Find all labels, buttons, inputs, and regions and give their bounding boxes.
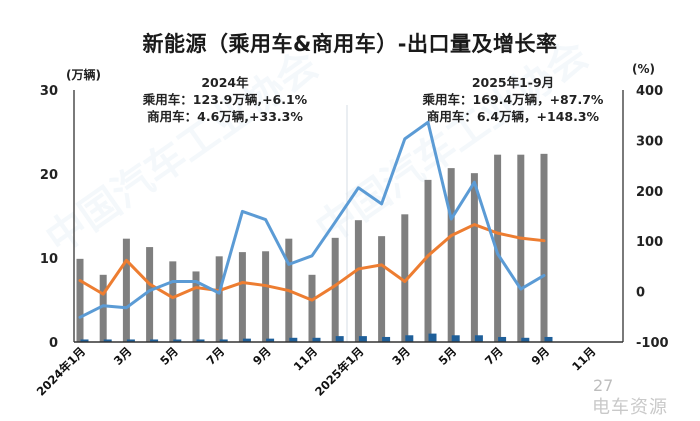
passenger-bar — [424, 179, 432, 342]
commercial-bar — [80, 339, 89, 342]
commercial-bar — [289, 337, 298, 342]
annotation-2024-commercial: 商用车：4.6万辆,+33.3% — [147, 109, 303, 124]
passenger-bar — [169, 261, 177, 342]
annotation-2025-heading: 2025年1-9月 — [471, 75, 555, 90]
passenger-bar — [331, 237, 339, 342]
passenger-bar — [308, 274, 316, 342]
right-axis-unit: (%) — [632, 62, 655, 76]
passenger-bar — [262, 251, 270, 342]
commercial-bar — [451, 335, 460, 342]
left-axis-tick-label: 30 — [40, 84, 58, 99]
right-axis-tick-label: 0 — [636, 286, 645, 301]
annotation-2025-commercial: 商用车：6.4万辆，+148.3% — [426, 109, 600, 124]
annotation-2025: 2025年1-9月 乘用车：169.4万辆，+87.7% 商用车：6.4万辆，+… — [398, 74, 628, 125]
passenger-bar — [494, 154, 502, 342]
x-axis-tick-label: 7月 — [482, 344, 506, 368]
x-axis-tick-label: 2024年1月 — [34, 344, 88, 398]
chart-title: 新能源（乘用车&商用车）-出口量及增长率 — [142, 32, 558, 56]
x-axis-tick-label: 9月 — [528, 344, 552, 368]
right-axis-tick-label: 300 — [636, 134, 663, 149]
commercial-bar — [173, 339, 182, 342]
commercial-bar — [196, 339, 205, 342]
passenger-bar — [401, 214, 409, 342]
passenger-bar — [354, 220, 362, 342]
x-axis-tick-label: 11月 — [569, 344, 598, 373]
commercial-bar — [521, 337, 530, 342]
annotation-2024-heading: 2024年 — [201, 75, 249, 90]
right-axis-tick-label: 400 — [636, 84, 663, 99]
passenger-bar — [517, 154, 525, 342]
x-axis-tick-label: 5月 — [157, 344, 181, 368]
commercial-bar — [498, 336, 507, 342]
source-logo-watermark: 电车资源 — [592, 397, 668, 418]
commercial-bar — [312, 337, 321, 342]
commercial-bar — [382, 336, 391, 342]
passenger-growth-line — [78, 120, 546, 319]
passenger-bar — [378, 236, 386, 342]
x-axis-tick-label: 5月 — [436, 344, 460, 368]
commercial-bar — [103, 339, 112, 342]
passenger-bar — [470, 173, 478, 342]
x-axis-tick-label: 9月 — [250, 344, 274, 368]
annotation-2024: 2024年 乘用车：123.9万辆,+6.1% 商用车：4.6万辆,+33.3% — [130, 74, 320, 125]
passenger-bar — [447, 168, 455, 342]
commercial-bar — [126, 339, 135, 342]
passenger-bar — [99, 274, 107, 342]
left-axis-tick-label: 10 — [40, 252, 58, 267]
commercial-bar — [358, 336, 367, 342]
x-axis-tick-label: 3月 — [389, 344, 413, 368]
right-axis-tick-label: 200 — [636, 185, 663, 200]
commercial-bar — [219, 339, 228, 342]
passenger-bar — [76, 258, 84, 342]
right-axis-tick-label: 100 — [636, 235, 663, 250]
commercial-bar — [544, 336, 553, 342]
commercial-bar — [266, 338, 275, 342]
left-axis-unit: (万辆) — [66, 68, 101, 82]
passenger-bar — [146, 247, 154, 342]
x-axis-tick-label: 11月 — [291, 344, 320, 373]
right-axis-tick-label: -100 — [636, 336, 669, 351]
commercial-bar — [428, 333, 437, 342]
passenger-bar — [238, 252, 246, 342]
x-axis-tick-label: 2025年1月 — [312, 344, 366, 398]
annotation-2025-passenger: 乘用车：169.4万辆，+87.7% — [422, 92, 604, 107]
x-axis-tick-label: 7月 — [204, 344, 228, 368]
commercial-bar — [405, 335, 414, 342]
x-axis-tick-label: 3月 — [111, 344, 135, 368]
passenger-bar — [122, 238, 130, 342]
page-number: 27 — [593, 376, 614, 395]
passenger-bar — [215, 256, 223, 342]
left-axis-tick-label: 20 — [40, 168, 58, 183]
annotation-2024-passenger: 乘用车：123.9万辆,+6.1% — [142, 92, 308, 107]
commercial-bar — [474, 335, 483, 342]
commercial-bar — [335, 336, 344, 342]
left-axis-tick-label: 0 — [49, 336, 58, 351]
commercial-bar — [242, 338, 251, 342]
passenger-bar — [192, 271, 200, 342]
passenger-bar — [540, 153, 548, 342]
commercial-bar — [150, 339, 159, 342]
